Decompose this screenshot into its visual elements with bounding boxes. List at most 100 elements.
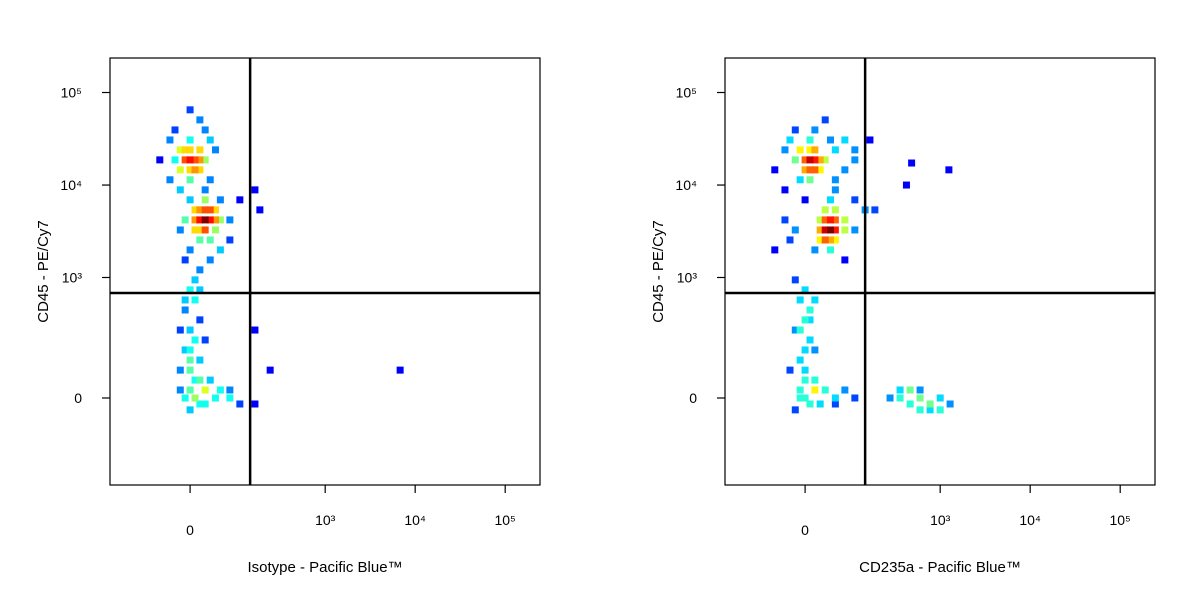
event-point (181, 156, 189, 164)
event-point (791, 276, 799, 284)
event-point (201, 386, 209, 394)
event-point (226, 236, 234, 244)
event-point (796, 356, 804, 364)
event-point (906, 400, 914, 408)
x-tick-label: 10³ (315, 512, 336, 528)
event-point (176, 226, 184, 234)
event-point (191, 336, 199, 344)
event-point (196, 206, 204, 214)
event-point (831, 146, 839, 154)
event-point (916, 406, 924, 414)
event-point (196, 216, 204, 224)
event-point (236, 196, 244, 204)
event-point (186, 386, 194, 394)
event-point (841, 216, 849, 224)
event-point (196, 116, 204, 124)
event-point (176, 146, 184, 154)
event-point (396, 366, 404, 374)
event-point (181, 394, 189, 402)
event-point (786, 236, 794, 244)
event-point (831, 216, 839, 224)
event-point (811, 296, 819, 304)
event-point (841, 136, 849, 144)
x-tick-label: 0 (186, 522, 194, 538)
event-point (206, 376, 214, 384)
event-point (806, 146, 814, 154)
event-point (806, 176, 814, 184)
event-point (806, 156, 814, 164)
event-point (186, 326, 194, 334)
event-point (816, 216, 824, 224)
event-point (191, 376, 199, 384)
event-point (256, 206, 264, 214)
event-point (166, 136, 174, 144)
event-point (908, 159, 916, 167)
event-point (801, 394, 809, 402)
event-point (821, 116, 829, 124)
event-point (211, 146, 219, 154)
event-point (791, 156, 799, 164)
event-point (186, 156, 194, 164)
event-point (186, 406, 194, 414)
event-point (176, 186, 184, 194)
event-point (206, 256, 214, 264)
event-point (811, 376, 819, 384)
event-point (186, 346, 194, 354)
event-point (191, 166, 199, 174)
event-point (211, 226, 219, 234)
event-point (771, 166, 779, 174)
event-point (826, 226, 834, 234)
event-point (196, 266, 204, 274)
event-point (181, 296, 189, 304)
event-point (186, 166, 194, 174)
event-point (851, 196, 859, 204)
event-point (851, 156, 859, 164)
event-point (191, 394, 199, 402)
event-point (191, 226, 199, 234)
event-point (831, 226, 839, 234)
event-point (176, 326, 184, 334)
event-point (186, 146, 194, 154)
event-point (201, 196, 209, 204)
event-point (821, 236, 829, 244)
y-axis-label: CD45 - PE/Cy7 (35, 220, 52, 323)
event-point (186, 106, 194, 114)
event-point (176, 386, 184, 394)
event-point (186, 136, 194, 144)
event-point (831, 176, 839, 184)
event-point (821, 386, 829, 394)
y-tick-label: 10⁴ (60, 177, 82, 193)
y-tick-label: 10⁵ (61, 85, 82, 101)
event-point (821, 216, 829, 224)
event-point (181, 306, 189, 314)
event-point (796, 146, 804, 154)
event-point (936, 406, 944, 414)
event-point (166, 176, 174, 184)
event-point (186, 176, 194, 184)
event-point (206, 236, 214, 244)
event-point (196, 146, 204, 154)
x-tick-label: 10³ (930, 512, 951, 528)
event-point (201, 186, 209, 194)
event-point (786, 136, 794, 144)
event-point (201, 226, 209, 234)
event-point (821, 156, 829, 164)
event-point (196, 400, 204, 408)
event-point (196, 156, 204, 164)
y-tick-label: 0 (689, 390, 697, 406)
event-point (201, 156, 209, 164)
event-point (806, 400, 814, 408)
event-point (816, 156, 824, 164)
x-tick-label: 10⁵ (1109, 512, 1130, 528)
event-point (176, 366, 184, 374)
event-point (791, 126, 799, 134)
y-tick-label: 10⁵ (676, 85, 697, 101)
event-point (796, 326, 804, 334)
event-point (886, 394, 894, 402)
event-point (181, 346, 189, 354)
event-point (251, 400, 259, 408)
event-point (186, 286, 194, 294)
event-point (206, 206, 214, 214)
y-tick-label: 10⁴ (675, 177, 697, 193)
